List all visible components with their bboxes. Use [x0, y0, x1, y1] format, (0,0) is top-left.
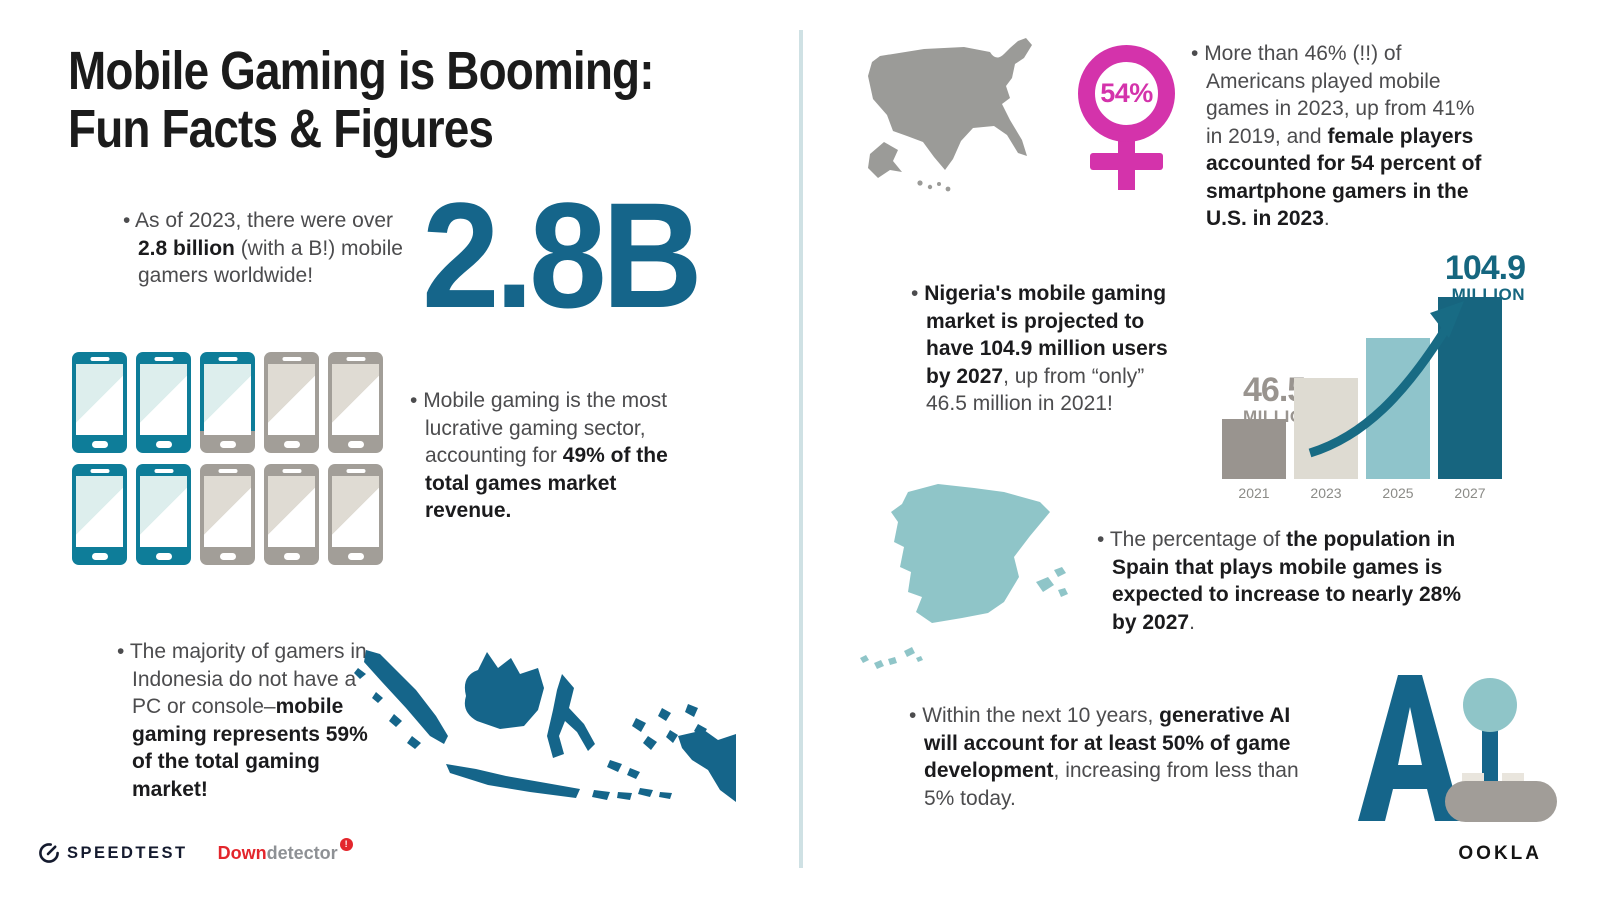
fact-nigeria: Nigeria's mobile gaming market is projec… [911, 280, 1185, 418]
female-symbol-ring: 54% [1078, 45, 1175, 142]
phone-icon [200, 352, 255, 453]
female-percentage-badge: 54% [1100, 78, 1153, 108]
fact-bold: mobile gaming represents 59% of the tota… [132, 695, 368, 801]
indonesia-map-icon [354, 650, 736, 802]
speedtest-gauge-icon [39, 843, 59, 863]
phone-icon [136, 352, 191, 453]
fact-text: Within the next 10 years, [922, 704, 1160, 727]
growth-arrow-icon [1308, 301, 1464, 458]
fact-text: As of 2023, there were over [135, 209, 394, 232]
us-map-icon [868, 38, 1032, 192]
downdetector-alert-badge: ! [339, 837, 353, 851]
joystick-ball [1463, 678, 1517, 732]
phone-icon [264, 464, 319, 565]
fact-text: . [1323, 207, 1330, 230]
downdetector-word-down: Down [217, 842, 267, 863]
letter-a [1358, 675, 1462, 821]
tick-label-2023: 2023 [1310, 485, 1342, 501]
phone-icon [136, 464, 191, 565]
fact-revenue: Mobile gaming is the most lucrative gami… [410, 387, 670, 525]
footer-logos: SPEEDTEST Downdetector ! [38, 837, 353, 864]
fact-bold: female players accounted for 54 percent … [1206, 124, 1482, 231]
fact-text: . [1189, 610, 1195, 634]
fact-indonesia: The majority of gamers in Indonesia do n… [117, 638, 377, 803]
tick-label-2021: 2021 [1238, 485, 1270, 501]
joystick-base [1445, 781, 1557, 822]
tick-label-2025: 2025 [1382, 485, 1414, 501]
fact-bold: 49% of the total games market revenue. [425, 444, 668, 522]
fact-text: , up from “only” 46.5 million in 2021! [926, 364, 1145, 416]
fact-ai: Within the next 10 years, generative AI … [909, 702, 1311, 812]
title-line2: Fun Facts & Figures [68, 99, 494, 159]
nigeria-users-chart: 46.5 MILLION 104.9 MILLION 2021 2023 2025 2… [1215, 243, 1533, 501]
ookla-logo: OOKLA [1458, 843, 1542, 864]
fact-text: The percentage of [1109, 528, 1287, 551]
female-symbol-icon: 54% [1073, 45, 1183, 195]
ai-joystick-icon [1358, 675, 1557, 822]
bar-2021 [1222, 419, 1286, 479]
fact-gamers: As of 2023, there were over 2.8 billion … [123, 207, 403, 290]
phone-icon [200, 464, 255, 565]
spain-map-icon [860, 484, 1068, 669]
fact-text: (with a B!) mobile gamers worldwide! [138, 236, 403, 288]
speedtest-logo: SPEEDTEST [38, 842, 188, 864]
page-title: Mobile Gaming is Booming: Fun Facts & Fi… [68, 41, 655, 159]
big-number-2-8b: 2.8B [422, 171, 703, 339]
center-divider [799, 30, 803, 868]
fact-us-players: More than 46% (!!) of Americans played m… [1191, 40, 1485, 233]
female-symbol-crossbar [1090, 153, 1163, 170]
bar-2023 [1294, 378, 1358, 479]
fact-text: More than 46% (!!) of Americans played m… [1204, 42, 1475, 148]
phone-icon [328, 352, 383, 453]
phone-icon [264, 352, 319, 453]
downdetector-word-detector: detector [266, 842, 338, 863]
fact-bold: 2.8 billion [138, 236, 235, 260]
phone-pictograph [72, 352, 383, 565]
chart-value-2027: 104.9 [1444, 249, 1526, 287]
speedtest-wordmark: SPEEDTEST [67, 843, 188, 862]
tick-label-2027: 2027 [1454, 485, 1486, 501]
phone-icon [72, 352, 127, 453]
fact-bold: the population in Spain that plays mobil… [1112, 528, 1461, 634]
fact-text: Mobile gaming is the most lucrative gami… [423, 389, 668, 467]
downdetector-logo: Downdetector ! [217, 837, 353, 864]
chart-tick-labels: 2021 2023 2025 2027 [1222, 485, 1502, 501]
title-line1: Mobile Gaming is Booming: [68, 41, 655, 101]
fact-spain: The percentage of the population in Spai… [1097, 526, 1487, 636]
fact-bold: generative AI will account for at least … [924, 704, 1291, 782]
fact-bold: Nigeria's mobile gaming market is projec… [924, 282, 1168, 388]
fact-text: The majority of gamers in Indonesia do n… [129, 640, 367, 718]
phone-icon [72, 464, 127, 565]
fact-text: , increasing from less than 5% today. [924, 759, 1299, 810]
phone-icon [328, 464, 383, 565]
